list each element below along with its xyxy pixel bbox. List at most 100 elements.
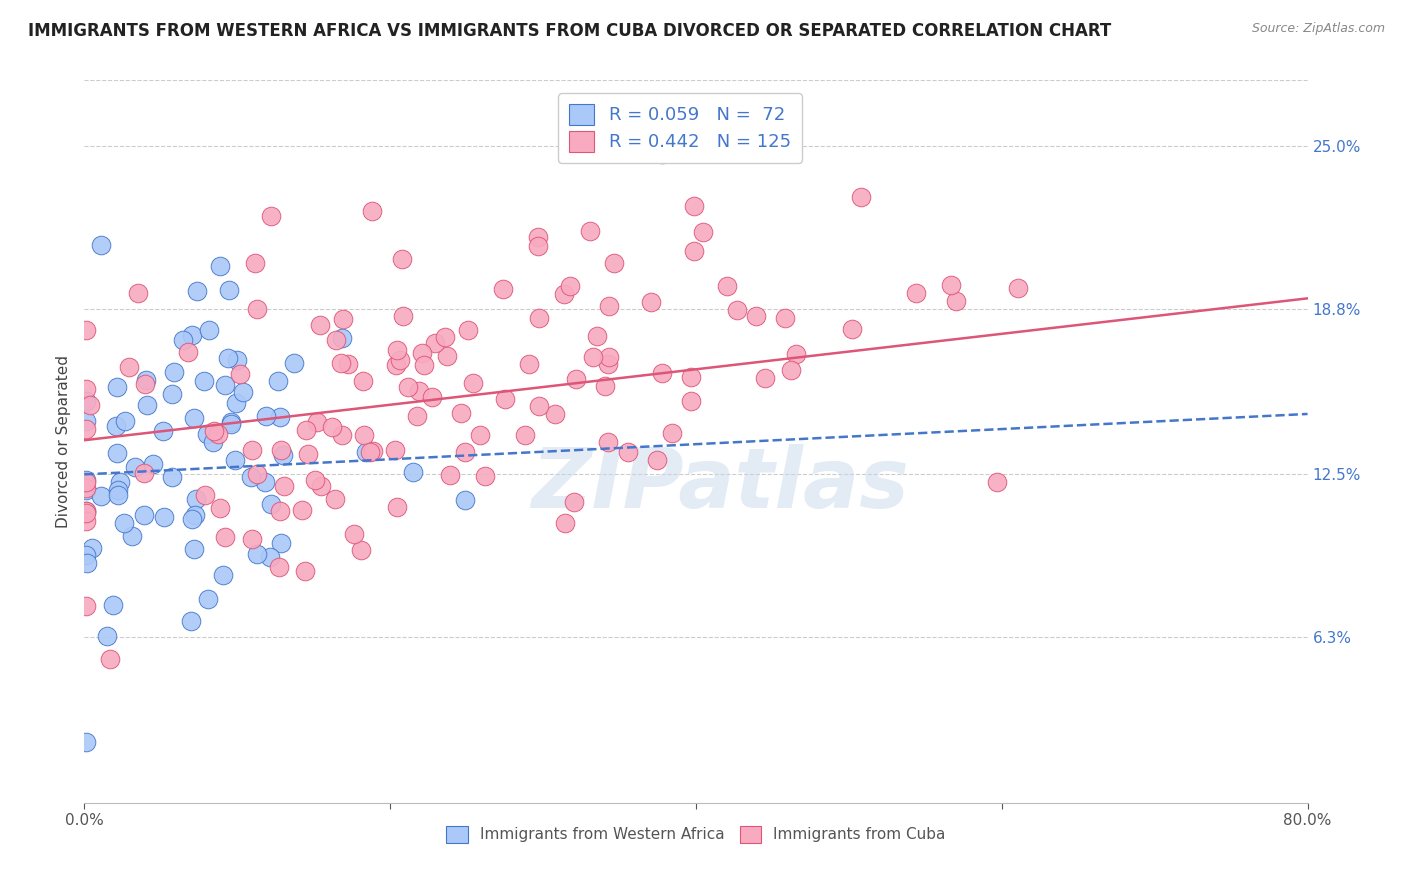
Point: [384, 442, 406, 457]
Text: IMMIGRANTS FROM WESTERN AFRICA VS IMMIGRANTS FROM CUBA DIVORCED OR SEPARATED COR: IMMIGRANTS FROM WESTERN AFRICA VS IMMIGR…: [28, 22, 1111, 40]
Point: [454, 445, 477, 459]
Point: [184, 508, 207, 522]
Point: [103, 598, 125, 612]
Point: [183, 411, 205, 425]
Point: [323, 492, 346, 507]
Point: [582, 350, 605, 364]
Point: [423, 336, 446, 351]
Point: [75, 422, 97, 436]
Point: [153, 509, 176, 524]
Point: [186, 285, 208, 299]
Point: [107, 380, 129, 394]
Point: [177, 345, 200, 359]
Point: [681, 369, 703, 384]
Point: [1007, 281, 1029, 295]
Point: [107, 483, 129, 498]
Point: [645, 453, 668, 467]
Point: [463, 376, 485, 391]
Point: [682, 244, 704, 259]
Point: [454, 492, 477, 507]
Point: [75, 323, 97, 337]
Point: [321, 420, 343, 434]
Point: [775, 310, 797, 325]
Point: [474, 469, 496, 483]
Point: [450, 406, 472, 420]
Point: [75, 475, 97, 490]
Point: [142, 457, 165, 471]
Point: [350, 543, 373, 558]
Point: [229, 368, 252, 382]
Point: [90, 238, 112, 252]
Point: [401, 465, 423, 479]
Point: [385, 500, 408, 514]
Point: [352, 374, 374, 388]
Point: [75, 414, 97, 428]
Point: [527, 229, 550, 244]
Point: [254, 475, 277, 489]
Point: [75, 504, 97, 518]
Point: [309, 479, 332, 493]
Point: [198, 323, 221, 337]
Point: [283, 356, 305, 370]
Point: [661, 425, 683, 440]
Point: [267, 374, 290, 388]
Point: [408, 384, 430, 398]
Point: [246, 301, 269, 316]
Point: [107, 488, 129, 502]
Point: [127, 286, 149, 301]
Point: [260, 209, 283, 223]
Point: [225, 395, 247, 409]
Point: [110, 475, 132, 490]
Point: [640, 295, 662, 310]
Point: [226, 353, 249, 368]
Point: [270, 536, 292, 550]
Point: [80, 541, 103, 556]
Point: [104, 419, 127, 434]
Point: [679, 393, 702, 408]
Point: [529, 399, 551, 413]
Point: [716, 279, 738, 293]
Point: [180, 614, 202, 628]
Point: [904, 285, 927, 300]
Point: [75, 481, 97, 495]
Point: [361, 204, 384, 219]
Point: [135, 373, 157, 387]
Point: [396, 380, 419, 394]
Point: [193, 374, 215, 388]
Point: [433, 330, 456, 344]
Point: [325, 333, 347, 347]
Point: [389, 353, 412, 368]
Point: [245, 467, 267, 481]
Point: [197, 591, 219, 606]
Point: [246, 547, 269, 561]
Point: [986, 475, 1008, 489]
Point: [439, 468, 461, 483]
Point: [75, 504, 97, 518]
Point: [232, 385, 254, 400]
Point: [544, 407, 567, 421]
Point: [240, 443, 263, 458]
Point: [195, 427, 218, 442]
Point: [554, 516, 576, 530]
Point: [598, 350, 620, 364]
Point: [392, 309, 415, 323]
Point: [212, 568, 235, 582]
Point: [132, 466, 155, 480]
Point: [112, 516, 135, 530]
Point: [214, 378, 236, 392]
Point: [273, 448, 295, 462]
Point: [240, 532, 263, 546]
Point: [353, 428, 375, 442]
Point: [202, 435, 225, 450]
Point: [207, 426, 229, 441]
Point: [945, 293, 967, 308]
Point: [75, 382, 97, 396]
Point: [596, 357, 619, 371]
Point: [239, 469, 262, 483]
Point: [492, 282, 515, 296]
Point: [214, 530, 236, 544]
Point: [208, 259, 231, 273]
Point: [163, 365, 186, 379]
Point: [75, 599, 97, 613]
Point: [181, 327, 204, 342]
